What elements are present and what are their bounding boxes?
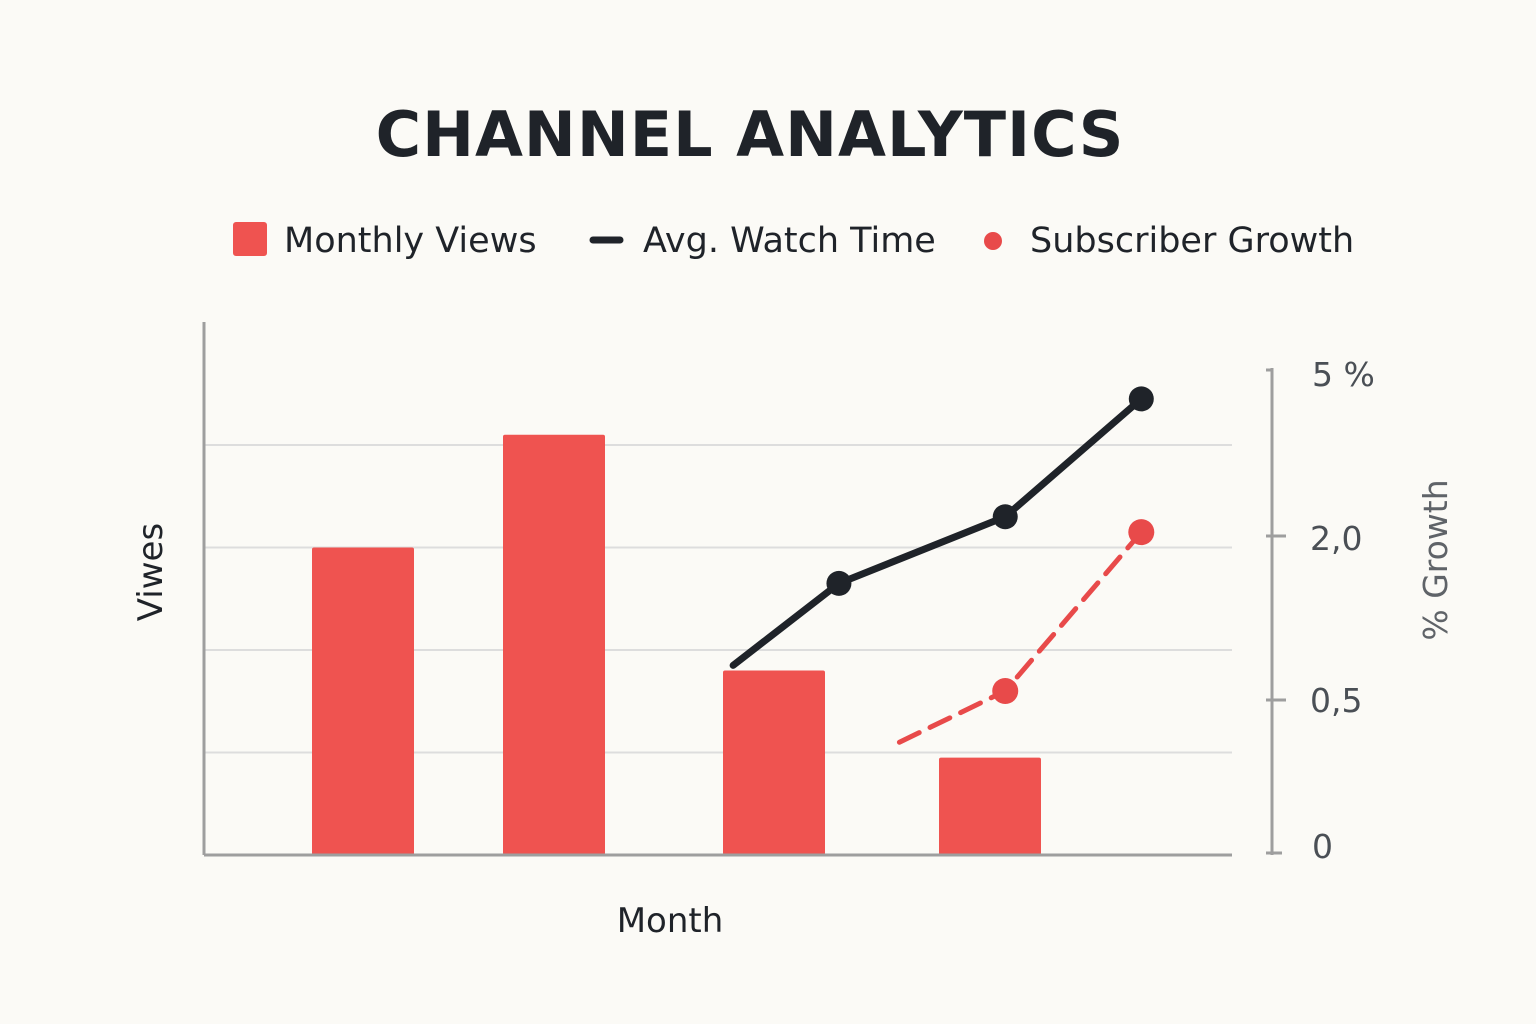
subscriber-growth-line bbox=[896, 529, 1144, 745]
watch-time-point bbox=[1128, 386, 1154, 412]
y2-tick-label: 5 % bbox=[1312, 355, 1375, 394]
subscriber-growth-point bbox=[1128, 519, 1155, 546]
bar-series bbox=[312, 434, 1041, 855]
bar bbox=[939, 757, 1041, 855]
y2-tick-label: 0,5 bbox=[1310, 681, 1362, 720]
bar bbox=[723, 670, 825, 855]
line-series bbox=[729, 386, 1155, 745]
watch-time-line bbox=[729, 395, 1145, 669]
bar bbox=[312, 547, 414, 855]
y2-tick-label: 2,0 bbox=[1310, 519, 1362, 558]
legend-swatch-monthly-views bbox=[233, 222, 267, 256]
watch-time-point bbox=[992, 504, 1018, 530]
y-axis-title: Viwes bbox=[131, 523, 171, 621]
legend-label-monthly-views: Monthly Views bbox=[284, 221, 537, 261]
y2-axis-title: % Growth bbox=[1416, 479, 1455, 640]
x-axis-title: Month bbox=[617, 901, 724, 941]
chart-title: CHANNEL ANALYTICS bbox=[376, 98, 1125, 171]
bar bbox=[503, 434, 605, 855]
legend-swatch-subscriber-growth bbox=[984, 232, 1002, 250]
legend: Monthly Views Avg. Watch Time Subscriber… bbox=[233, 221, 1354, 261]
legend-label-subscriber-growth: Subscriber Growth bbox=[1030, 221, 1354, 261]
legend-label-watch-time: Avg. Watch Time bbox=[643, 221, 936, 261]
y2-tick-label: 0 bbox=[1312, 827, 1333, 866]
right-axis: 5 % 2,0 0,5 0 bbox=[1266, 355, 1375, 866]
watch-time-point bbox=[826, 570, 852, 596]
subscriber-growth-point bbox=[992, 678, 1019, 704]
